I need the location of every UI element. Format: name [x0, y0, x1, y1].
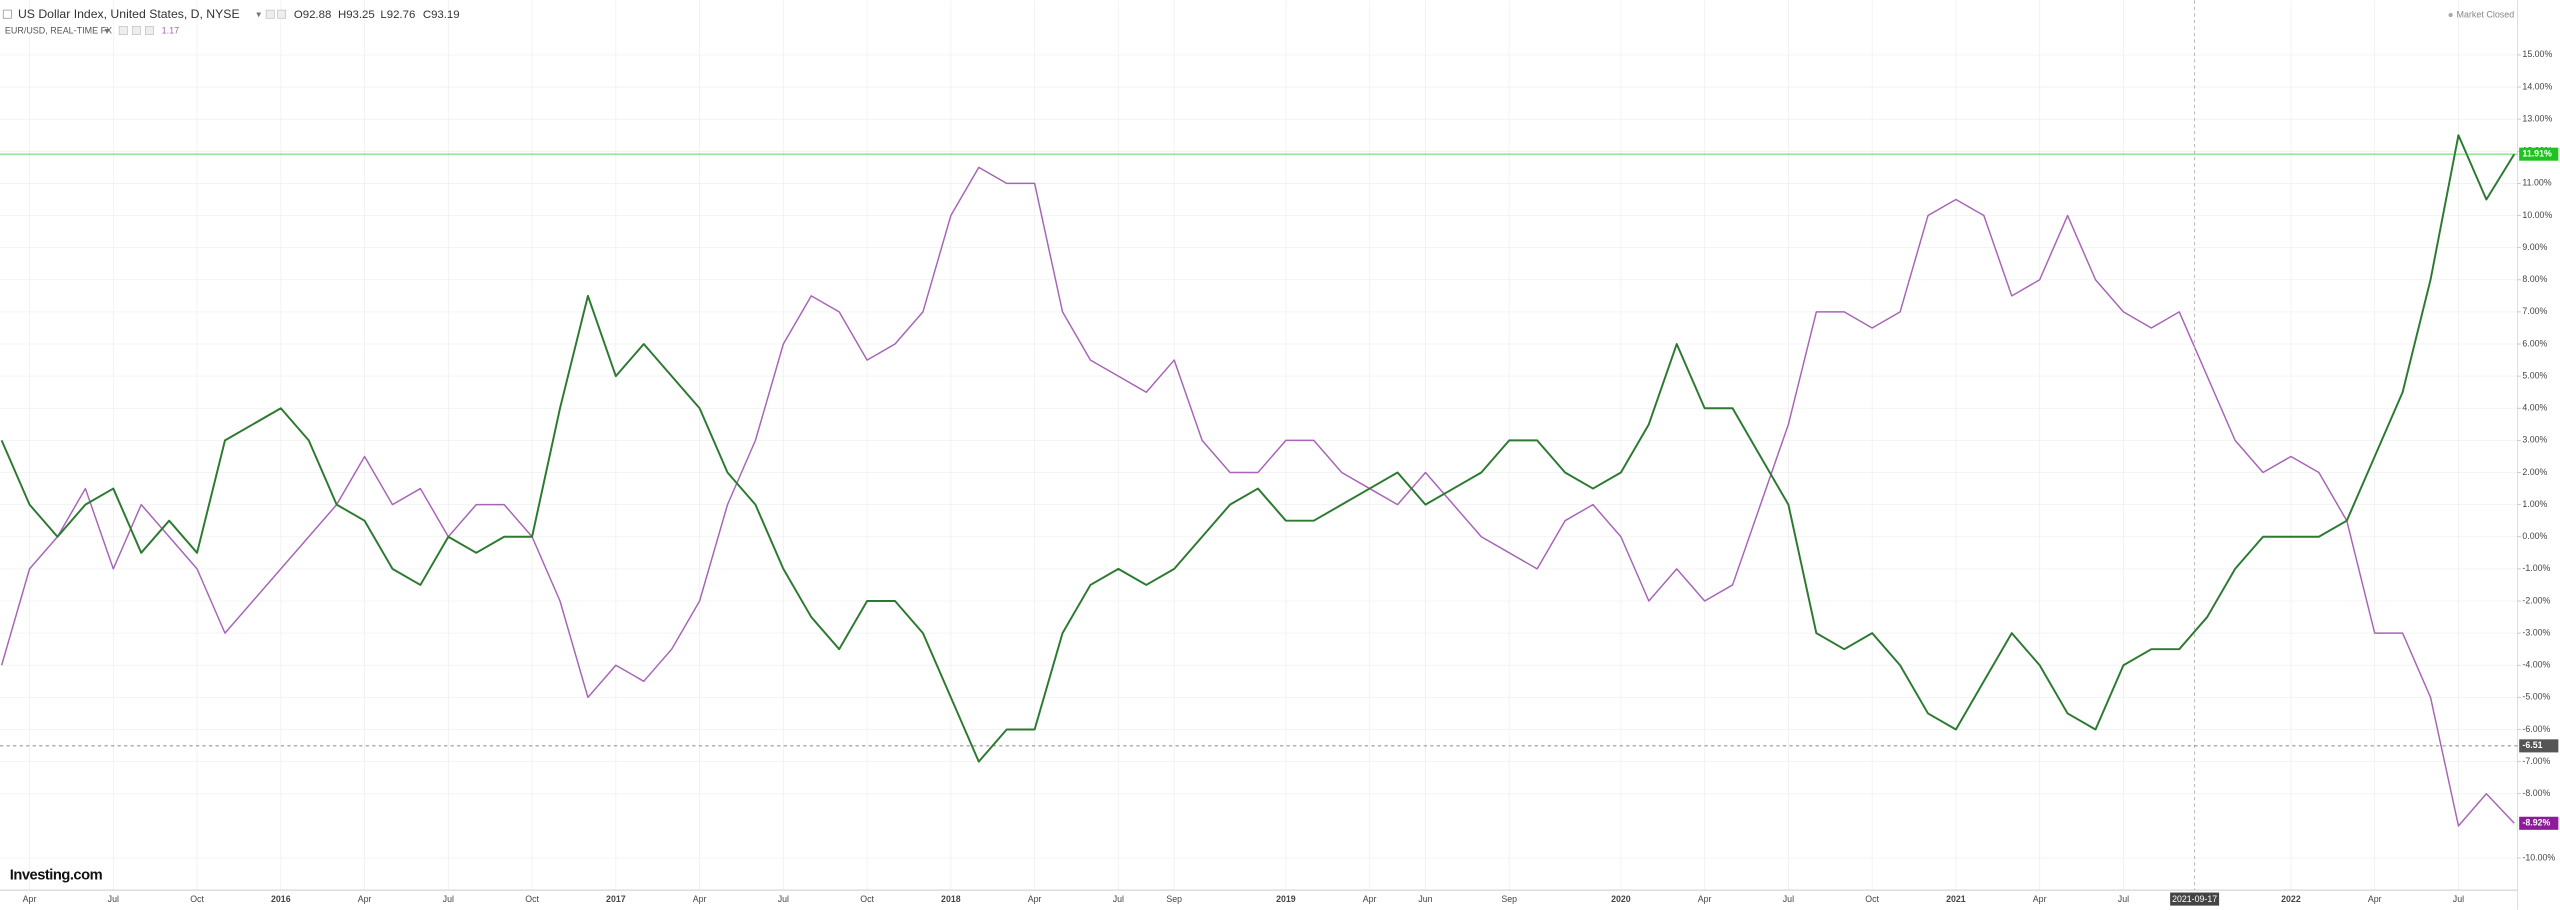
y-tick-label: 14.00% — [2522, 81, 2552, 91]
y-tick-label: -7.00% — [2522, 756, 2550, 766]
icon[interactable] — [131, 26, 141, 35]
compare-title: EUR/USD, REAL-TIME FX — [5, 26, 112, 36]
x-tick-label: Apr — [1698, 894, 1712, 904]
x-tick-label: Apr — [23, 894, 37, 904]
x-tick-label: 2018 — [941, 894, 961, 904]
x-tick-label: Apr — [1363, 894, 1377, 904]
x-tick-label: 2016 — [271, 894, 291, 904]
marker-label-bg — [2519, 816, 2559, 830]
x-tick-label: Sep — [1166, 894, 1182, 904]
marker-label-bg — [2519, 147, 2559, 161]
y-tick-label: 6.00% — [2522, 338, 2547, 348]
y-tick-label: -4.00% — [2522, 660, 2550, 670]
x-tick-label: 2019 — [1276, 894, 1296, 904]
y-tick-label: -1.00% — [2522, 563, 2550, 573]
marker-label: -6.51 — [2522, 740, 2542, 750]
x-tick-label: 2021 — [1946, 894, 1966, 904]
series-line — [0, 134, 2516, 763]
x-tick-label: Jun — [1418, 894, 1432, 904]
x-tick-label: Jul — [1783, 894, 1794, 904]
x-tick-label: 2022 — [2281, 894, 2301, 904]
x-tick-label: Apr — [693, 894, 707, 904]
marker-label: 11.91% — [2522, 149, 2552, 159]
x-tick-label: Oct — [860, 894, 874, 904]
y-tick-label: 0.00% — [2522, 531, 2547, 541]
crosshair-label: 2021-09-17 — [2172, 894, 2217, 904]
y-tick-label: -3.00% — [2522, 627, 2550, 637]
y-tick-label: 3.00% — [2522, 435, 2547, 445]
y-tick-label: 15.00% — [2522, 49, 2552, 59]
ohlc-open: O92.88 — [294, 9, 331, 21]
y-tick-label: 5.00% — [2522, 370, 2547, 380]
y-tick-label: 11.00% — [2522, 178, 2551, 188]
y-tick-label: -2.00% — [2522, 595, 2550, 605]
y-tick-label: -8.00% — [2522, 788, 2550, 798]
y-tick-label: -5.00% — [2522, 692, 2550, 702]
status-dot — [2448, 12, 2453, 18]
compare-value: 1.17 — [162, 26, 179, 36]
ohlc-close: C93.19 — [423, 9, 460, 21]
x-tick-label: Jul — [443, 894, 454, 904]
x-tick-label: 2020 — [1611, 894, 1631, 904]
marker-label: -8.92% — [2522, 818, 2550, 828]
x-tick-label: Jul — [2118, 894, 2129, 904]
x-tick-label: 2017 — [606, 894, 626, 904]
y-tick-label: 1.00% — [2522, 499, 2547, 509]
x-tick-label: Jul — [1113, 894, 1124, 904]
x-tick-label: Apr — [358, 894, 372, 904]
x-tick-label: Apr — [1028, 894, 1042, 904]
x-tick-label: Oct — [1865, 894, 1879, 904]
x-tick-label: Apr — [2368, 894, 2382, 904]
y-tick-label: 4.00% — [2522, 403, 2547, 413]
logo: Investing.com — [10, 867, 103, 883]
ohlc-low: L92.76 — [380, 9, 415, 21]
plot — [0, 134, 2516, 827]
icon[interactable] — [144, 26, 154, 35]
icon[interactable] — [118, 26, 128, 35]
y-tick-label: -6.00% — [2522, 724, 2550, 734]
x-tick-label: Sep — [1501, 894, 1517, 904]
marker-label-bg — [2519, 739, 2559, 753]
y-tick-label: -10.00% — [2522, 852, 2555, 862]
series-line — [0, 166, 2515, 827]
dropdown[interactable]: ▾ — [104, 26, 109, 36]
x-tick-label: Oct — [190, 894, 204, 904]
x-tick-label: Jul — [2453, 894, 2464, 904]
x-tick-label: Oct — [525, 894, 539, 904]
series-title: US Dollar Index, United States, D, NYSE — [18, 7, 240, 21]
crosshair-label-bg — [2170, 892, 2220, 906]
x-tick-label: Apr — [2033, 894, 2047, 904]
y-tick-label: 10.00% — [2522, 210, 2552, 220]
collapse-icon[interactable] — [2, 9, 12, 19]
x-tick-label: Jul — [778, 894, 789, 904]
market-status: Market Closed — [2456, 9, 2514, 19]
y-tick-label: 13.00% — [2522, 113, 2552, 123]
ohlc-high: H93.25 — [338, 9, 375, 21]
icon[interactable] — [277, 9, 287, 19]
dropdown[interactable]: ▾ — [256, 10, 261, 21]
x-tick-label: Jul — [108, 894, 119, 904]
y-tick-label: 2.00% — [2522, 467, 2547, 477]
y-tick-label: 7.00% — [2522, 306, 2547, 316]
y-tick-label: 8.00% — [2522, 274, 2547, 284]
y-tick-label: 9.00% — [2522, 242, 2547, 252]
icon[interactable] — [265, 9, 275, 19]
